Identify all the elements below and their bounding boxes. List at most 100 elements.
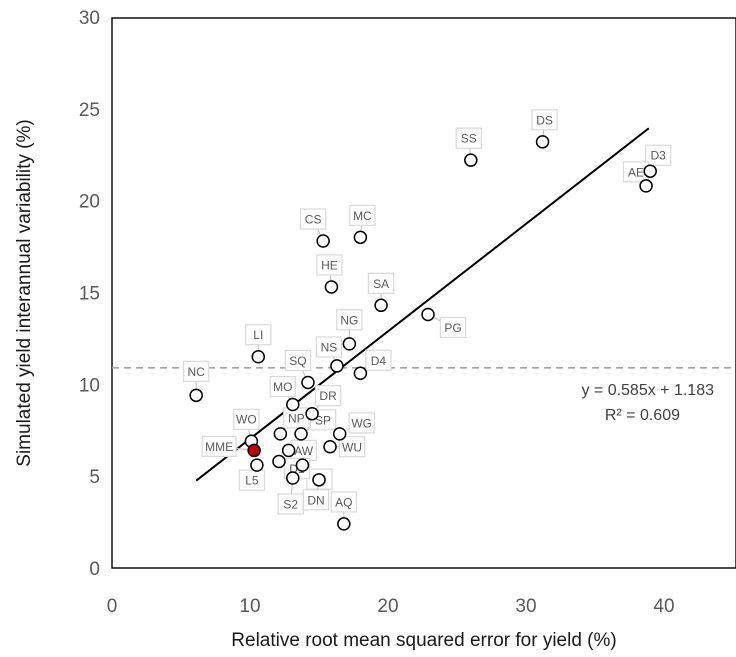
label-box [365, 349, 392, 371]
data-point [535, 135, 550, 149]
point-label: WO [236, 413, 257, 427]
point-label: MME [205, 440, 233, 454]
data-point [639, 179, 653, 193]
data-point [301, 375, 315, 390]
point-label: NP [288, 411, 305, 425]
data-point [281, 443, 296, 458]
point-label: LI [253, 328, 263, 342]
label-box [302, 489, 330, 511]
y-tick-label: 15 [79, 283, 100, 304]
point-label: AQ [335, 495, 352, 509]
point-label: WG [351, 416, 372, 430]
data-point [294, 427, 308, 441]
data-point [374, 298, 388, 313]
point-label: PG [444, 321, 461, 335]
data-point [273, 427, 288, 441]
point-label: SP [315, 413, 331, 427]
label-box [284, 349, 312, 372]
label-box [348, 412, 375, 434]
label-box [349, 204, 376, 226]
label-box [367, 272, 395, 294]
data-point [295, 458, 310, 472]
data-point [643, 164, 657, 178]
data-point [353, 366, 368, 381]
regression-line [195, 127, 650, 482]
y-tick-label: 25 [79, 100, 100, 121]
data-point [251, 349, 266, 364]
y-tick-label: 5 [89, 467, 100, 488]
data-point [286, 471, 300, 485]
y-axis-title: Simulated yield interannual variability … [14, 119, 35, 466]
data-point [332, 427, 347, 441]
point-label: S2 [283, 497, 298, 511]
point-label: HE [321, 258, 338, 272]
label-box [182, 360, 210, 382]
point-label: SS [461, 132, 477, 146]
label-box [531, 109, 558, 131]
label-box [338, 436, 366, 458]
x-tick-label: 10 [239, 596, 260, 617]
point-label: AW [294, 444, 314, 458]
label-box [269, 375, 296, 398]
x-tick-label: 20 [377, 596, 398, 617]
x-tick-label: 0 [107, 596, 118, 617]
point-label: NC [188, 365, 206, 379]
point-label: MC [353, 209, 372, 223]
highlight-point [247, 443, 261, 458]
label-box [299, 208, 327, 230]
data-point [421, 307, 435, 322]
label-box [316, 254, 343, 276]
y-tick-label: 30 [79, 8, 100, 29]
point-label: WU [342, 440, 362, 454]
data-point [272, 454, 286, 469]
point-label: NG [340, 313, 358, 327]
label-box [238, 469, 266, 491]
data-point [250, 458, 264, 472]
point-label: D3 [651, 149, 667, 163]
y-tick-label: 10 [79, 375, 100, 396]
point-label: DR [319, 389, 337, 403]
x-axis-title: Relative root mean squared error for yie… [231, 630, 616, 651]
point-label: NS [321, 340, 338, 354]
label-box [439, 316, 467, 339]
point-label: SA [373, 277, 389, 291]
regression-group [195, 127, 650, 482]
label-box [455, 127, 483, 149]
label-box [201, 435, 237, 458]
point-label: DN [307, 493, 324, 507]
point-label: SQ [289, 354, 306, 368]
point-label: MO [273, 380, 292, 394]
data-point [464, 153, 478, 167]
label-box [330, 491, 358, 513]
data-point [324, 280, 339, 294]
x-tick-labels: 0 10 20 30 40 [107, 596, 675, 617]
data-point [312, 473, 326, 487]
data-point [305, 406, 319, 421]
data-points [189, 135, 657, 531]
regression-equation: y = 0.585x + 1.183 [581, 382, 714, 399]
x-tick-label: 40 [653, 596, 674, 617]
y-tick-label: 20 [79, 192, 100, 213]
point-label: CS [305, 213, 322, 227]
data-point [323, 440, 337, 454]
plot-area [111, 17, 736, 569]
data-point [353, 230, 368, 245]
point-label: AE [628, 165, 644, 179]
y-tick-label: 0 [89, 559, 100, 580]
point-label: D4 [371, 354, 387, 368]
label-box [336, 309, 363, 331]
label-box [314, 385, 342, 407]
label-box [644, 144, 672, 166]
point-label: DS [536, 113, 553, 127]
label-box [315, 336, 343, 358]
label-box [245, 324, 272, 346]
data-point [330, 359, 344, 373]
x-tick-label: 30 [515, 596, 536, 617]
data-point [342, 337, 357, 351]
label-box [233, 408, 260, 430]
data-point [316, 234, 330, 248]
data-point [286, 397, 300, 412]
y-tick-labels: 0 5 10 15 20 25 30 [79, 8, 100, 580]
point-label: L5 [245, 474, 259, 488]
